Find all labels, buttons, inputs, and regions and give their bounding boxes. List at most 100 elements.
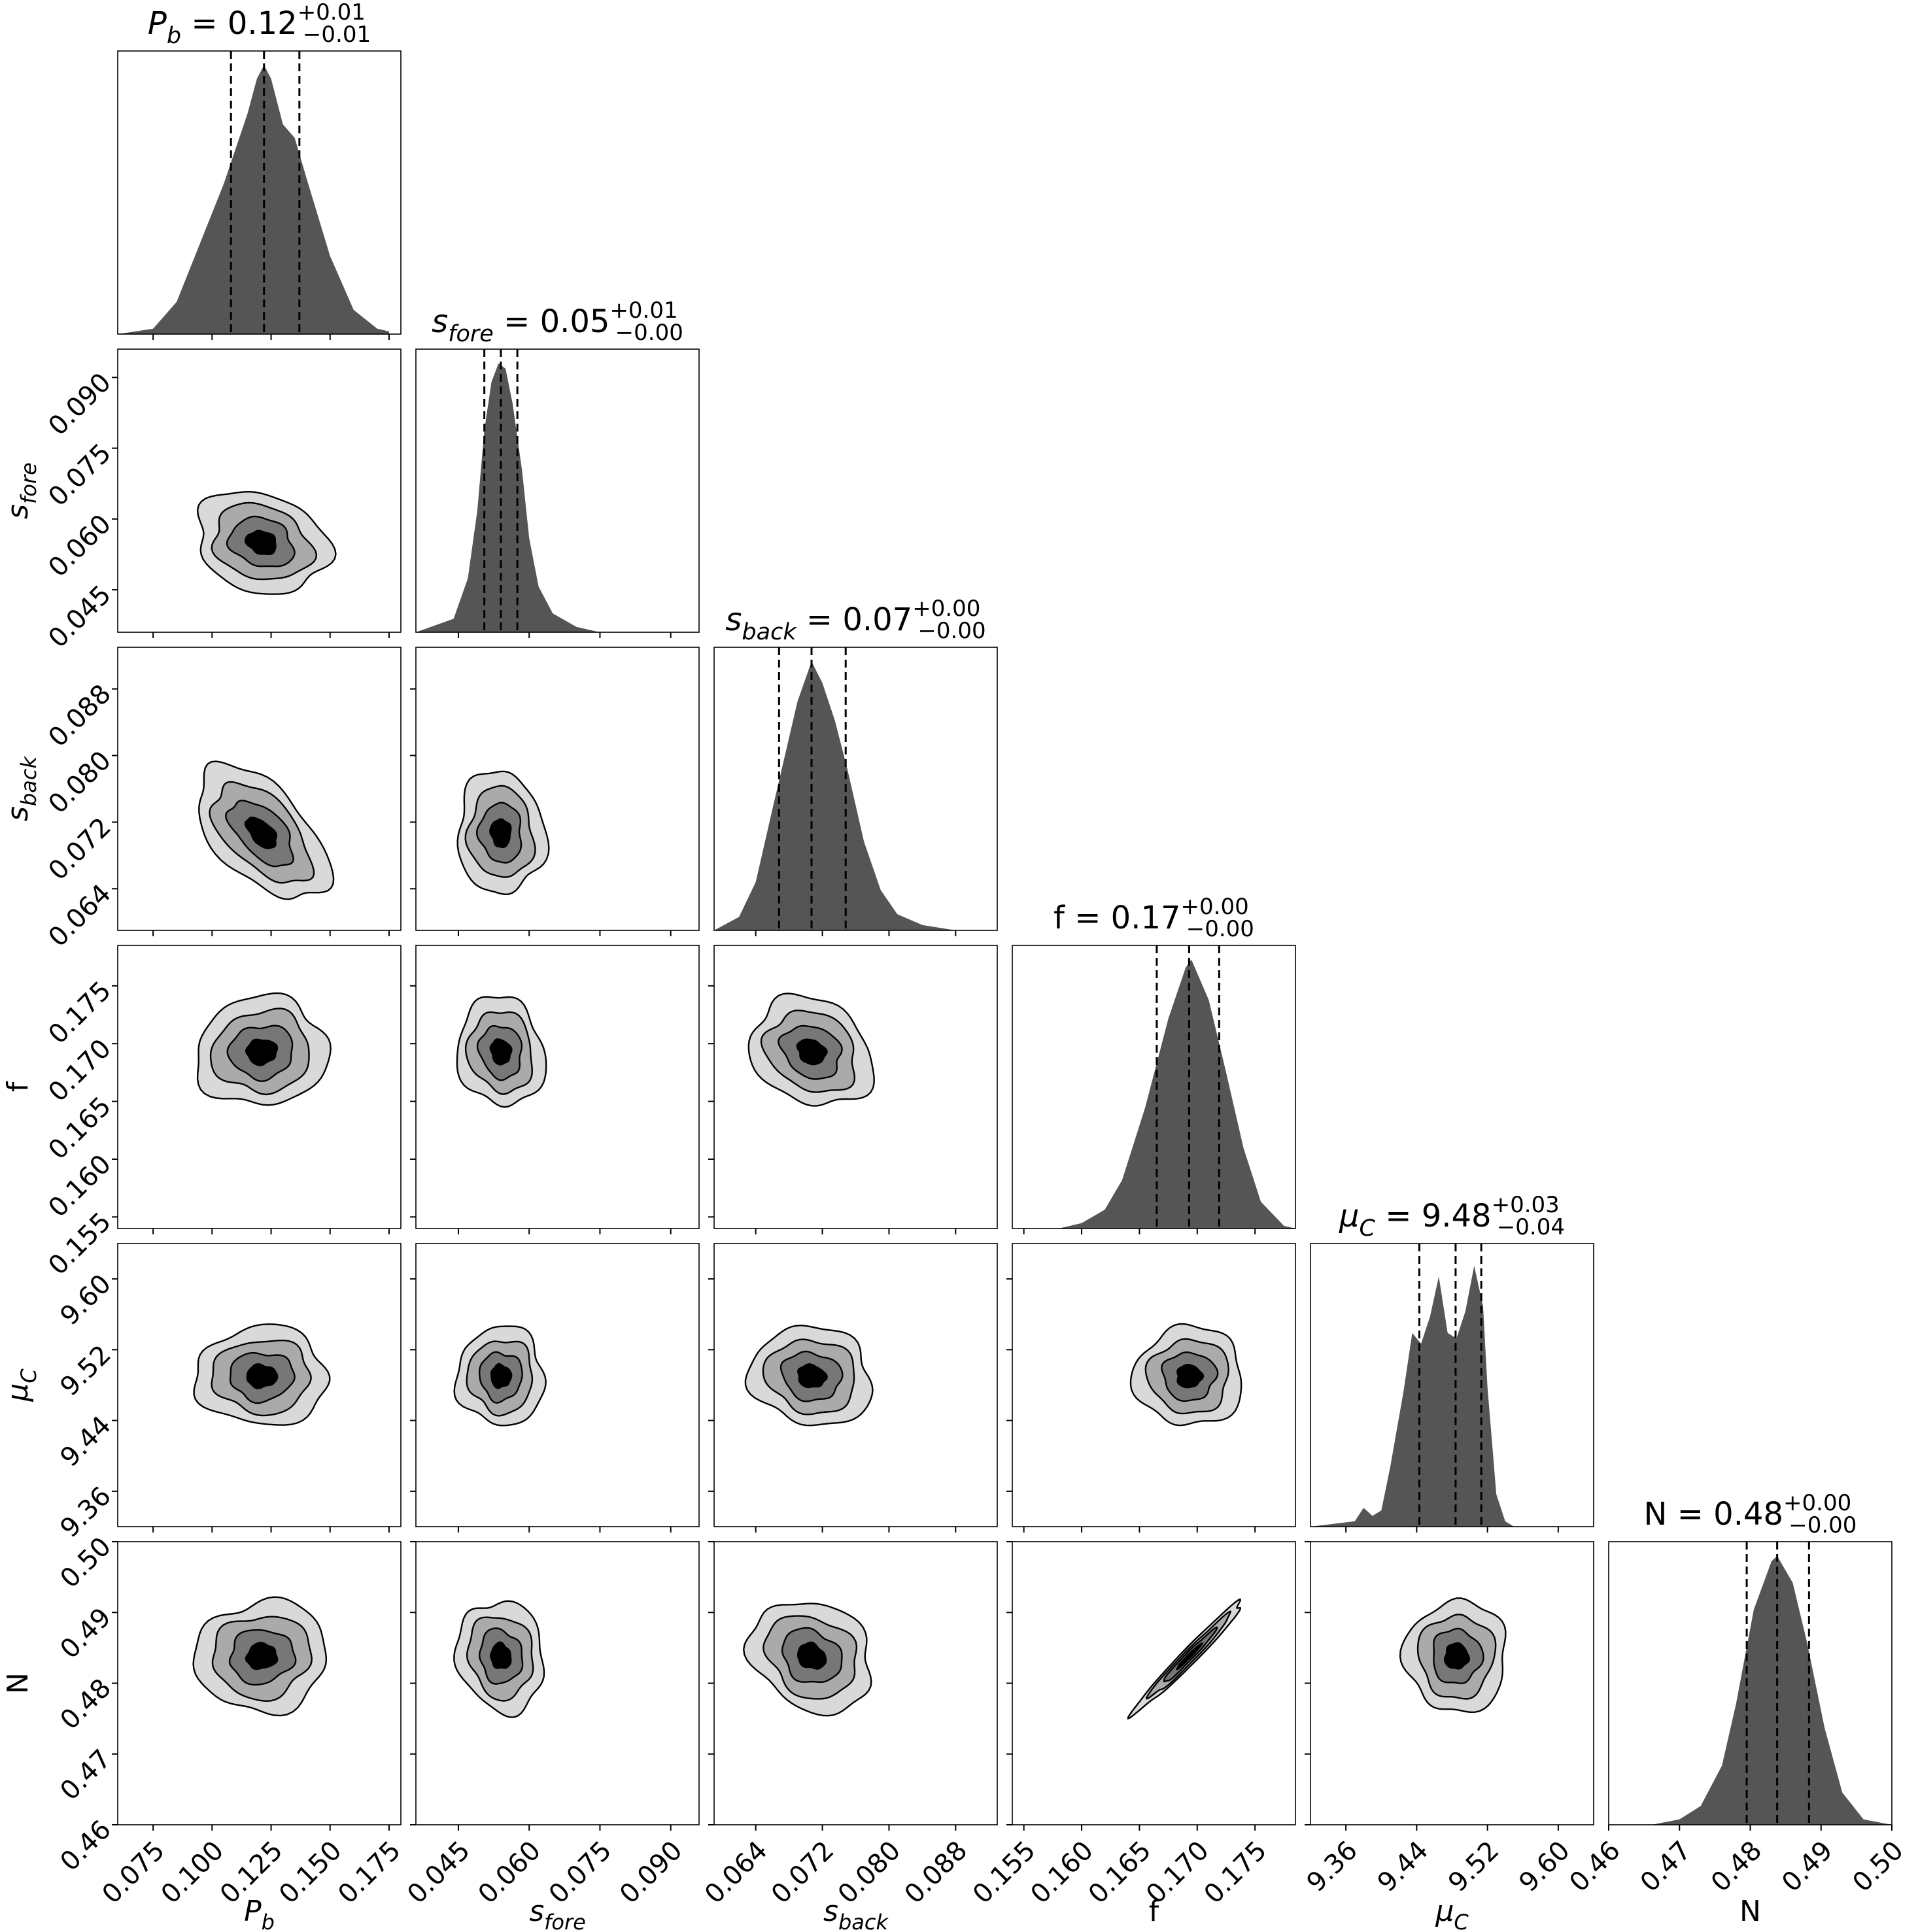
label-base: s	[1, 806, 35, 821]
title-value: = 9.48	[1375, 1198, 1492, 1234]
x-tick-label-s_back: 0.064	[699, 1835, 774, 1910]
contour-level-4	[490, 1363, 513, 1389]
x-tick-label-P_b: 0.075	[96, 1835, 171, 1910]
x-axis-label-f: f	[1149, 1895, 1160, 1928]
y-tick-label-N: 0.48	[54, 1673, 117, 1736]
label-base: μ	[1, 1383, 35, 1402]
label-base: f	[1, 1081, 35, 1092]
title-value: = 0.05	[494, 303, 610, 340]
hist-frame-f	[1012, 945, 1296, 1229]
y-tick-label-f: 0.155	[43, 1207, 117, 1281]
contour-panel-f-mu_C	[1012, 1243, 1296, 1527]
contour-panel-s_back-mu_C	[713, 1243, 998, 1527]
label-base: s	[529, 1895, 544, 1928]
title-value: = 0.07	[796, 602, 913, 638]
x-tick-label-P_b: 0.100	[156, 1835, 230, 1910]
y-tick-label-mu_C: 9.44	[54, 1410, 117, 1473]
x-tick-label-s_fore: 0.090	[614, 1835, 689, 1910]
contour-level-4	[1176, 1363, 1205, 1389]
y-tick-label-f: 0.170	[43, 1034, 117, 1108]
label-base: s	[1, 504, 35, 519]
title-plus: +0.01	[609, 297, 677, 324]
x-tick-label-f: 0.175	[1199, 1835, 1273, 1910]
y-tick-label-N: 0.47	[54, 1744, 117, 1806]
histogram-P_b	[118, 65, 389, 334]
x-axis-label-mu_C: μC	[1435, 1895, 1469, 1932]
label-base: P	[244, 1895, 262, 1928]
x-tick-label-N: 0.47	[1635, 1835, 1698, 1898]
x-tick-label-N: 0.48	[1705, 1835, 1768, 1898]
hist-panel-f	[1012, 945, 1296, 1229]
y-axis-label-f: f	[1, 1081, 35, 1092]
contour-frame	[415, 945, 700, 1229]
title-value: = 0.48	[1667, 1496, 1783, 1533]
title-minus: −0.00	[917, 618, 985, 644]
contour-panel-P_b-f	[117, 945, 402, 1229]
x-tick-label-s_fore: 0.045	[402, 1835, 476, 1910]
contour-panel-P_b-mu_C	[117, 1243, 402, 1527]
contour-level-4	[796, 1641, 827, 1670]
contour-level-4	[796, 1038, 828, 1066]
label-subscript: C	[1360, 1215, 1376, 1242]
title-value: = 0.12	[181, 5, 298, 42]
x-tick-label-s_back: 0.080	[832, 1835, 907, 1910]
y-tick-label-s_back: 0.064	[43, 879, 117, 953]
contour-level-4	[1443, 1642, 1471, 1670]
y-axis-label-N: N	[1, 1672, 35, 1694]
y-tick-label-s_fore: 0.090	[43, 367, 117, 442]
title-plus: +0.00	[1181, 894, 1249, 920]
label-base: N	[1644, 1496, 1668, 1533]
title-plus: +0.03	[1492, 1192, 1560, 1218]
x-axis-label-N: N	[1739, 1895, 1761, 1928]
x-tick-label-s_back: 0.088	[899, 1835, 974, 1910]
contour-level-4	[246, 1363, 279, 1389]
y-tick-label-N: 0.49	[54, 1602, 117, 1665]
label-base: μ	[1435, 1895, 1454, 1928]
title-plus: +0.00	[912, 596, 980, 622]
contour-frame	[1012, 1243, 1296, 1527]
panel-title-f: f = 0.17+0.00 −0.00	[1053, 894, 1254, 942]
label-base: N	[1739, 1895, 1761, 1928]
contour-panel-s_fore-f	[415, 945, 700, 1229]
y-axis-label-s_fore: sfore	[1, 462, 41, 519]
panel-title-mu_C: μC = 9.48+0.03 −0.04	[1339, 1192, 1565, 1242]
label-base: N	[1, 1672, 35, 1694]
contour-level-4	[245, 1038, 279, 1066]
title-minus: −0.04	[1497, 1214, 1565, 1240]
label-base: μ	[1339, 1198, 1360, 1234]
y-tick-label-N: 0.50	[54, 1531, 117, 1594]
histogram-s_back	[714, 661, 997, 930]
x-tick-label-N: 0.46	[1564, 1835, 1626, 1898]
label-base: s	[725, 602, 742, 638]
contour-frame	[713, 945, 998, 1229]
contour-panel-P_b-s_fore	[117, 348, 402, 633]
contour-frame	[415, 1243, 700, 1527]
label-subscript: C	[16, 1368, 41, 1383]
x-tick-label-P_b: 0.150	[273, 1835, 348, 1910]
histogram-N	[1609, 1555, 1892, 1825]
y-tick-label-s_fore: 0.060	[43, 509, 117, 583]
title-plus: +0.00	[1783, 1490, 1851, 1516]
y-tick-label-s_back: 0.088	[43, 679, 117, 753]
x-tick-label-mu_C: 9.52	[1443, 1835, 1505, 1898]
x-tick-label-s_fore: 0.075	[543, 1835, 618, 1910]
y-tick-label-s_back: 0.072	[43, 812, 117, 887]
y-tick-label-f: 0.165	[43, 1091, 117, 1166]
label-subscript: back	[838, 1910, 889, 1932]
panel-title-s_fore: sfore = 0.05+0.01 −0.00	[432, 297, 683, 347]
title-value: = 0.17	[1065, 900, 1181, 936]
contour-frame	[117, 647, 402, 931]
contour-frame	[713, 1243, 998, 1527]
contour-level-4	[490, 1641, 512, 1669]
panel-title-N: N = 0.48+0.00 −0.00	[1644, 1490, 1857, 1538]
hist-frame-s_fore	[415, 348, 700, 633]
hist-frame-P_b	[117, 50, 402, 335]
hist-panel-mu_C	[1310, 1243, 1594, 1527]
x-axis-label-s_fore: sfore	[529, 1895, 586, 1932]
y-tick-label-s_fore: 0.075	[43, 438, 117, 513]
contour-level-4	[489, 1038, 513, 1066]
contour-frame	[117, 348, 402, 633]
panel-title-s_back: sback = 0.07+0.00 −0.00	[725, 596, 985, 645]
contour-level-4	[1176, 1642, 1204, 1670]
label-subscript: back	[16, 756, 41, 807]
